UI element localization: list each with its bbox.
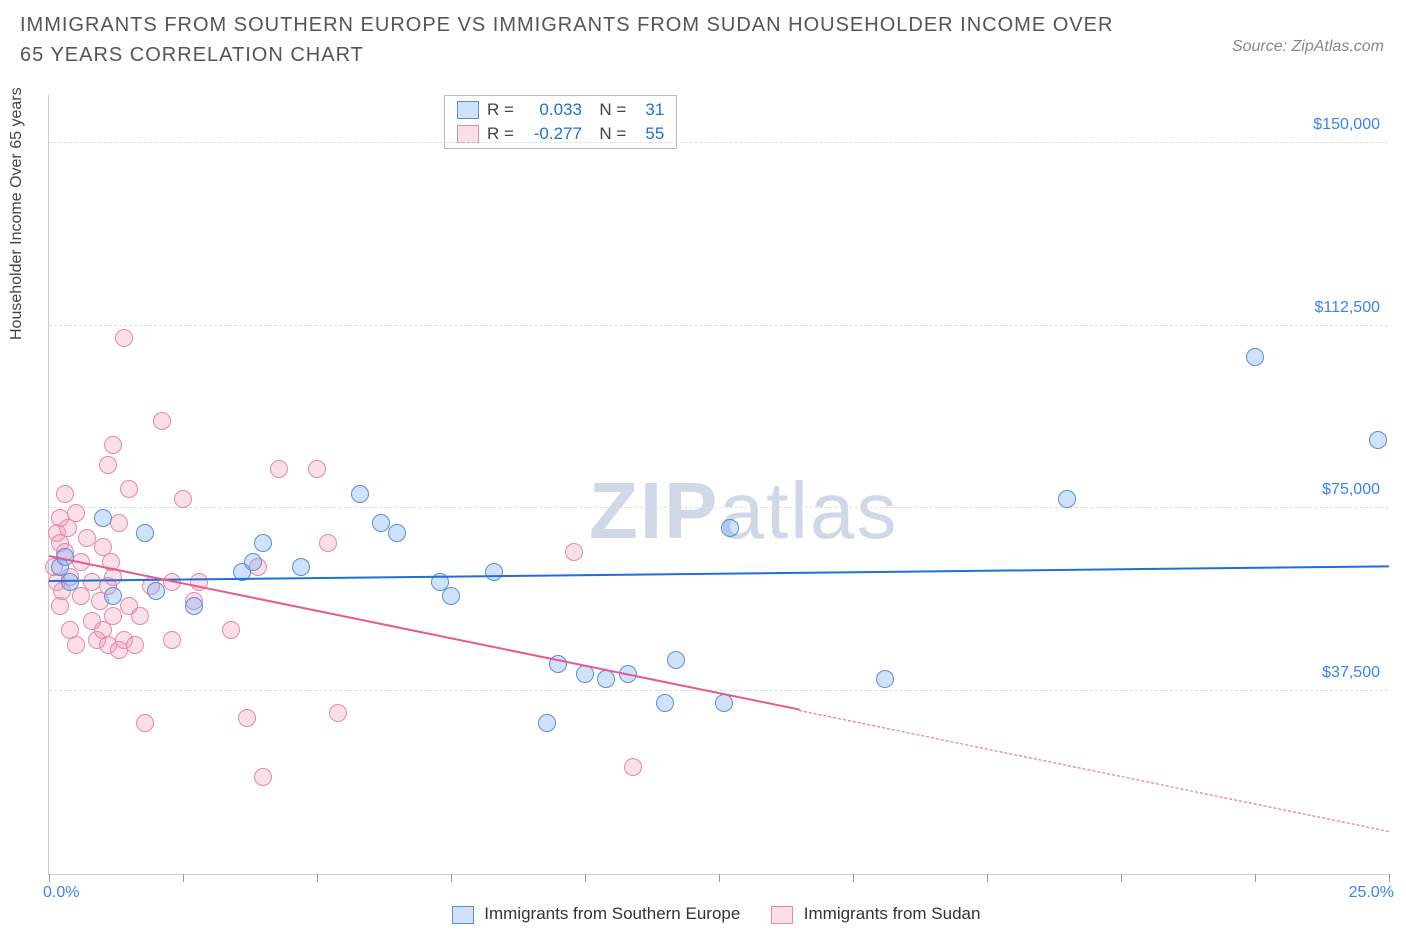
x-tick	[585, 874, 586, 882]
grid-line	[49, 142, 1388, 143]
legend-label-pink: Immigrants from Sudan	[804, 904, 981, 923]
trend-line-pink	[49, 555, 800, 711]
bottom-legend: Immigrants from Southern Europe Immigran…	[0, 904, 1406, 924]
scatter-point-pink	[126, 636, 144, 654]
scatter-point-pink	[115, 329, 133, 347]
scatter-point-pink	[270, 460, 288, 478]
y-axis-label: Householder Income Over 65 years	[8, 87, 26, 340]
n-label: N =	[590, 100, 626, 120]
scatter-point-pink	[319, 534, 337, 552]
scatter-point-pink	[99, 456, 117, 474]
scatter-point-pink	[131, 607, 149, 625]
scatter-point-blue	[351, 485, 369, 503]
grid-line	[49, 325, 1388, 326]
scatter-point-blue	[485, 563, 503, 581]
scatter-point-pink	[67, 504, 85, 522]
scatter-point-pink	[163, 631, 181, 649]
x-tick	[987, 874, 988, 882]
scatter-point-blue	[442, 587, 460, 605]
scatter-point-pink	[329, 704, 347, 722]
x-tick	[451, 874, 452, 882]
swatch-blue	[457, 101, 479, 119]
scatter-point-pink	[174, 490, 192, 508]
x-tick	[1121, 874, 1122, 882]
scatter-point-pink	[56, 485, 74, 503]
scatter-point-blue	[292, 558, 310, 576]
scatter-point-blue	[372, 514, 390, 532]
legend-swatch-pink	[771, 906, 793, 924]
y-tick-label: $37,500	[1322, 664, 1380, 682]
scatter-point-pink	[254, 768, 272, 786]
scatter-point-pink	[565, 543, 583, 561]
scatter-point-pink	[624, 758, 642, 776]
scatter-point-blue	[104, 587, 122, 605]
scatter-point-blue	[136, 524, 154, 542]
scatter-point-blue	[94, 509, 112, 527]
y-tick-label: $75,000	[1322, 481, 1380, 499]
scatter-point-pink	[136, 714, 154, 732]
scatter-plot-area: ZIPatlas R = 0.033 N = 31 R = -0.277 N =…	[48, 95, 1388, 875]
x-tick	[1255, 874, 1256, 882]
scatter-point-pink	[110, 514, 128, 532]
scatter-point-blue	[388, 524, 406, 542]
scatter-point-blue	[715, 694, 733, 712]
scatter-point-blue	[244, 553, 262, 571]
watermark-bold: ZIP	[589, 466, 719, 555]
x-axis-max-label: 25.0%	[1349, 884, 1394, 902]
scatter-point-blue	[185, 597, 203, 615]
source-attribution: Source: ZipAtlas.com	[1232, 38, 1384, 56]
x-tick	[853, 874, 854, 882]
scatter-point-blue	[538, 714, 556, 732]
trend-line-pink-extrap	[799, 710, 1389, 832]
scatter-point-pink	[308, 460, 326, 478]
scatter-point-blue	[147, 582, 165, 600]
stat-row-blue: R = 0.033 N = 31	[445, 98, 676, 122]
watermark-light: atlas	[719, 466, 898, 555]
scatter-point-pink	[104, 436, 122, 454]
scatter-point-blue	[667, 651, 685, 669]
legend-swatch-blue	[452, 906, 474, 924]
x-tick	[49, 874, 50, 882]
x-tick	[1389, 874, 1390, 882]
r-label: R =	[487, 100, 514, 120]
scatter-point-blue	[876, 670, 894, 688]
scatter-point-blue	[1058, 490, 1076, 508]
swatch-pink	[457, 125, 479, 143]
scatter-point-blue	[656, 694, 674, 712]
scatter-point-blue	[254, 534, 272, 552]
legend-label-blue: Immigrants from Southern Europe	[484, 904, 740, 923]
scatter-point-pink	[222, 621, 240, 639]
x-axis-min-label: 0.0%	[43, 884, 79, 902]
x-tick	[317, 874, 318, 882]
chart-title: IMMIGRANTS FROM SOUTHERN EUROPE VS IMMIG…	[20, 10, 1120, 70]
scatter-point-pink	[67, 636, 85, 654]
grid-line	[49, 507, 1388, 508]
x-tick	[183, 874, 184, 882]
scatter-point-pink	[78, 529, 96, 547]
scatter-point-pink	[153, 412, 171, 430]
scatter-point-blue	[1369, 431, 1387, 449]
scatter-point-blue	[721, 519, 739, 537]
n-value-blue: 31	[634, 100, 664, 120]
scatter-point-pink	[238, 709, 256, 727]
y-tick-label: $112,500	[1314, 299, 1380, 317]
watermark: ZIPatlas	[589, 465, 898, 557]
r-value-blue: 0.033	[522, 100, 582, 120]
x-tick	[719, 874, 720, 882]
scatter-point-pink	[104, 607, 122, 625]
y-tick-label: $150,000	[1313, 116, 1380, 134]
scatter-point-blue	[597, 670, 615, 688]
scatter-point-pink	[120, 480, 138, 498]
scatter-point-blue	[1246, 348, 1264, 366]
